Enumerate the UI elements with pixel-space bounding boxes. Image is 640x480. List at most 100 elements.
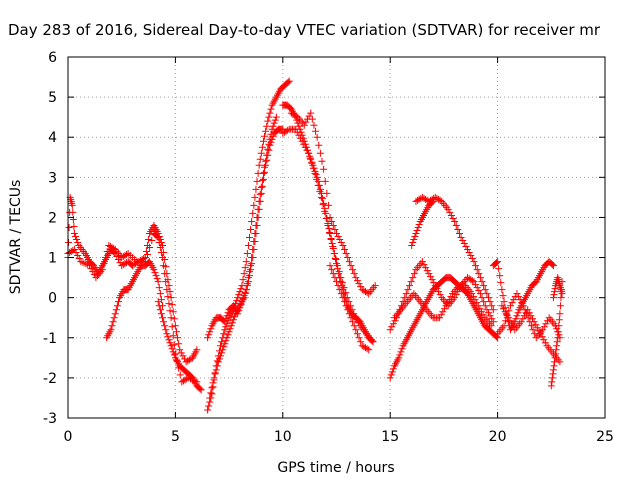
data-point	[162, 326, 170, 334]
data-point	[402, 290, 410, 298]
data-point	[331, 225, 339, 233]
axis-ticks: 0 5 10 15 20 25 -3 -2 -1 0 1 2 3 4 5 6	[43, 50, 614, 445]
data-point	[204, 334, 212, 342]
data-point	[553, 342, 561, 350]
data-point	[549, 366, 557, 374]
data-point	[305, 149, 313, 157]
data-point	[267, 130, 275, 138]
data-point	[247, 225, 255, 233]
data-point	[329, 243, 337, 251]
data-point	[388, 368, 396, 376]
data-point	[246, 234, 254, 241]
data-point	[480, 298, 488, 306]
data-point	[452, 221, 460, 229]
data-point	[65, 239, 73, 247]
data-point	[214, 358, 222, 366]
data-point	[159, 254, 167, 262]
data-point	[265, 140, 273, 148]
data-point	[169, 308, 177, 316]
data-point	[156, 244, 164, 252]
data-point	[308, 115, 316, 123]
data-point	[155, 302, 163, 310]
data-point	[527, 322, 535, 330]
data-point	[148, 237, 156, 245]
data-point	[293, 128, 301, 136]
data-point	[168, 323, 176, 331]
data-point	[556, 310, 564, 318]
data-point	[206, 328, 214, 336]
data-point	[428, 198, 436, 206]
data-point	[478, 278, 486, 286]
data-point	[155, 239, 163, 247]
x-tick-label: 20	[489, 429, 507, 445]
data-point	[435, 288, 443, 296]
data-point	[313, 133, 321, 141]
data-point	[234, 294, 242, 302]
data-point	[519, 315, 527, 323]
data-point	[272, 113, 280, 121]
data-point	[554, 328, 562, 336]
grid-lines	[68, 57, 605, 418]
data-point	[90, 271, 98, 279]
data-point	[436, 196, 444, 204]
data-point	[387, 371, 395, 379]
data-point	[451, 294, 459, 302]
data-point	[170, 341, 178, 349]
data-point	[320, 199, 328, 207]
data-point	[74, 252, 82, 260]
data-point	[494, 258, 502, 266]
data-point	[446, 208, 454, 216]
data-point	[444, 205, 452, 213]
series-1	[64, 229, 201, 386]
data-point	[266, 141, 274, 149]
data-point	[297, 134, 305, 142]
data-point	[468, 255, 476, 263]
data-point	[251, 193, 259, 201]
data-point	[473, 266, 481, 274]
data-point	[258, 182, 266, 190]
data-point	[223, 334, 231, 342]
data-point	[472, 262, 480, 270]
data-point	[371, 282, 379, 290]
data-point	[207, 325, 215, 333]
data-point	[500, 322, 508, 330]
data-point	[168, 345, 176, 353]
data-point	[319, 200, 327, 208]
data-point	[449, 214, 457, 222]
data-point	[389, 365, 397, 373]
data-point	[222, 337, 230, 345]
data-point	[476, 305, 484, 313]
data-point	[243, 250, 251, 258]
data-point	[521, 306, 529, 314]
data-point	[316, 187, 324, 195]
data-point	[340, 284, 348, 292]
data-point	[108, 322, 116, 330]
series-9	[287, 109, 379, 298]
data-point	[238, 298, 246, 306]
data-point	[436, 291, 444, 299]
data-point	[363, 289, 371, 297]
series-20	[549, 274, 566, 302]
data-point	[548, 261, 556, 269]
data-point	[208, 390, 216, 398]
data-point	[325, 224, 333, 232]
data-point	[430, 279, 438, 287]
data-point	[332, 256, 340, 264]
data-point	[241, 264, 249, 272]
data-point	[319, 194, 327, 202]
data-point	[321, 177, 329, 185]
data-point	[98, 266, 106, 274]
data-point	[254, 205, 262, 213]
data-point	[488, 302, 496, 310]
data-point	[234, 310, 242, 318]
data-point	[166, 339, 174, 347]
data-point	[113, 302, 121, 310]
data-point	[265, 113, 273, 121]
data-point	[329, 270, 337, 278]
data-point	[165, 282, 173, 290]
data-point	[410, 270, 418, 278]
data-point	[447, 293, 455, 301]
data-point	[397, 348, 405, 356]
data-point	[196, 385, 204, 393]
data-point	[475, 270, 483, 278]
